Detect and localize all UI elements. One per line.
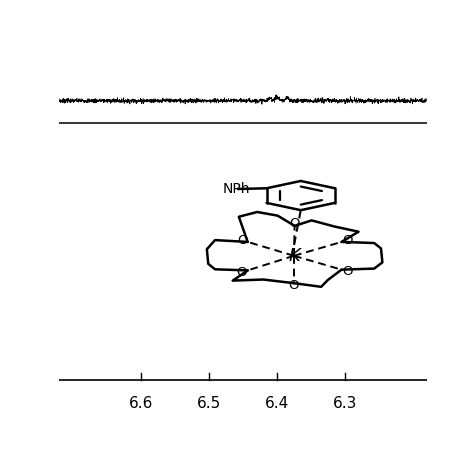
Text: 6.4: 6.4 bbox=[265, 396, 289, 411]
Text: 6.3: 6.3 bbox=[333, 396, 357, 411]
Text: O: O bbox=[342, 265, 352, 278]
Text: 6.5: 6.5 bbox=[197, 396, 221, 411]
Text: O: O bbox=[289, 217, 300, 230]
Text: O: O bbox=[237, 234, 247, 246]
Text: NPh: NPh bbox=[223, 182, 251, 196]
Text: 6.6: 6.6 bbox=[129, 396, 153, 411]
Text: O: O bbox=[289, 279, 299, 292]
Text: O: O bbox=[237, 266, 247, 279]
Text: K: K bbox=[288, 247, 300, 265]
Text: O: O bbox=[342, 234, 352, 246]
